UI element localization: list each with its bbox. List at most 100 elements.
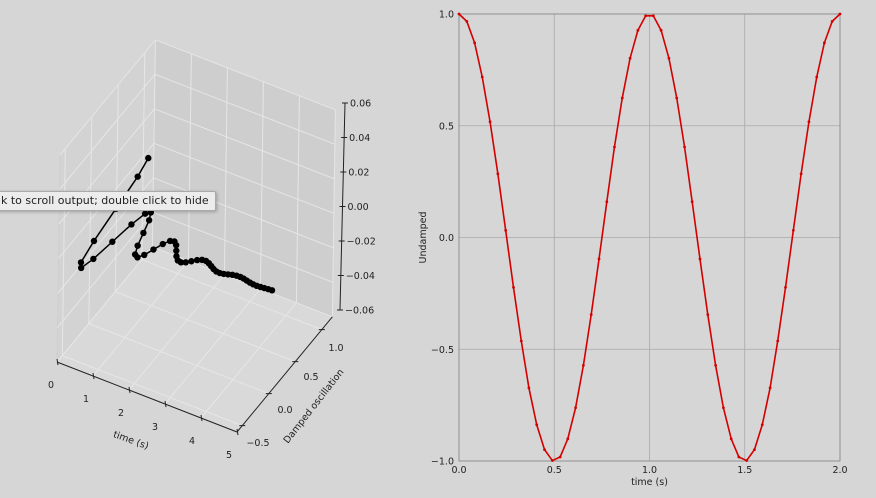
undamped-data-point xyxy=(807,120,811,124)
undamped-data-point xyxy=(667,56,671,60)
x-tick-label: 1 xyxy=(83,394,89,405)
grid-line xyxy=(59,39,156,156)
undamped-data-point xyxy=(628,56,632,60)
x-tick xyxy=(164,400,167,408)
x-tick xyxy=(200,414,203,422)
damped-data-point xyxy=(188,258,195,265)
x-tick xyxy=(236,428,239,436)
y-tick-label: −0.5 xyxy=(431,345,454,356)
plot-frame xyxy=(458,13,841,462)
damped-data-point xyxy=(141,210,149,217)
x-axis-line xyxy=(56,361,238,433)
grid-line xyxy=(62,355,243,427)
undamped-data-point xyxy=(496,172,500,176)
undamped-data-point xyxy=(683,145,686,149)
x-tick xyxy=(128,386,131,394)
y-tick-label: 0.5 xyxy=(439,121,454,132)
damped-data-point xyxy=(134,173,141,180)
undamped-data-point xyxy=(488,120,492,124)
undamped-data-point xyxy=(815,75,819,79)
damped-data-point xyxy=(134,254,141,261)
grid-line xyxy=(141,259,322,331)
damped-data-point xyxy=(140,229,147,237)
damped-data-point xyxy=(145,154,152,162)
undamped-data-point xyxy=(566,437,570,441)
damped-data-point xyxy=(109,238,116,245)
y-tick-label: 1.0 xyxy=(328,343,343,354)
undamped-data-point xyxy=(706,313,710,317)
grid-line xyxy=(155,39,336,111)
undamped-data-point xyxy=(457,12,461,16)
damped-data-point xyxy=(159,240,167,248)
z-tick-label: −0.06 xyxy=(345,306,374,317)
undamped-data-point xyxy=(512,285,515,289)
damped-data-point xyxy=(145,217,153,224)
damped-data-point xyxy=(177,259,185,266)
undamped-data-point xyxy=(753,448,756,452)
grid-line xyxy=(200,302,297,419)
x-tick-label: 0.0 xyxy=(451,465,466,476)
y-tick-label: 1.0 xyxy=(439,10,454,21)
y-tick-label: −0.5 xyxy=(246,438,269,449)
grid-line xyxy=(164,288,261,405)
damped-data-point xyxy=(172,241,180,249)
damped-data-point xyxy=(134,242,141,249)
y-tick-label: 0.0 xyxy=(439,233,454,244)
y-tick-label: −1.0 xyxy=(431,457,454,468)
undamped-data-point xyxy=(636,28,640,32)
undamped-series-line xyxy=(458,13,841,462)
undamped-data-point xyxy=(605,200,609,204)
grid-line xyxy=(153,142,335,214)
x-tick-label: 0 xyxy=(48,380,54,391)
undamped-data-point xyxy=(714,363,718,367)
undamped-data-point xyxy=(644,14,648,18)
z-tick-label: 0.02 xyxy=(348,168,369,179)
undamped-data-point xyxy=(776,339,780,343)
undamped-data-point xyxy=(473,41,477,45)
z-tick-label: 0.06 xyxy=(350,99,371,110)
undamped-data-point xyxy=(543,448,546,452)
grid-line xyxy=(153,177,334,249)
z-tick-label: 0.00 xyxy=(348,202,369,213)
x-tick-label: 2 xyxy=(118,408,124,419)
undamped-data-point xyxy=(613,145,616,149)
x-tick-label: 5 xyxy=(226,450,232,461)
output-tooltip[interactable]: k to scroll output; double click to hide xyxy=(0,191,216,211)
x-tick-label: 4 xyxy=(189,436,195,447)
undamped-data-point xyxy=(675,96,679,100)
grid-line xyxy=(154,73,336,145)
x-tick-label: 1.5 xyxy=(737,465,752,476)
x-axis-label: time (s) xyxy=(631,477,668,488)
damped-data-point xyxy=(268,287,276,294)
grid-line xyxy=(152,211,334,283)
damped-data-point xyxy=(77,259,85,266)
2d-axes xyxy=(457,12,842,462)
undamped-data-point xyxy=(690,200,694,204)
z-tick-label: −0.02 xyxy=(347,237,376,248)
undamped-data-point xyxy=(527,386,531,390)
undamped-data-point xyxy=(737,455,741,459)
y-tick-label: 0.0 xyxy=(277,405,292,416)
undamped-data-point xyxy=(838,12,842,16)
undamped-data-point xyxy=(581,363,585,367)
grid-line xyxy=(128,274,225,391)
undamped-data-point xyxy=(535,423,539,427)
undamped-data-point xyxy=(589,313,593,317)
undamped-data-point xyxy=(784,285,787,289)
undamped-data-point xyxy=(465,19,469,23)
damped-data-point xyxy=(128,221,135,228)
undamped-data-point xyxy=(550,459,554,462)
y-axis-label: Undamped xyxy=(418,212,429,264)
undamped-data-point xyxy=(768,386,772,390)
damped-data-point xyxy=(90,237,98,245)
grid-line xyxy=(59,73,156,190)
undamped-data-point xyxy=(480,75,484,79)
x-tick-label: 0.5 xyxy=(547,465,562,476)
undamped-data-point xyxy=(760,423,764,427)
y-axis-line xyxy=(236,316,333,433)
damped-data-point xyxy=(77,264,85,272)
undamped-data-point xyxy=(620,96,624,100)
undamped-data-point xyxy=(519,339,523,343)
undamped-data-point xyxy=(729,437,733,441)
